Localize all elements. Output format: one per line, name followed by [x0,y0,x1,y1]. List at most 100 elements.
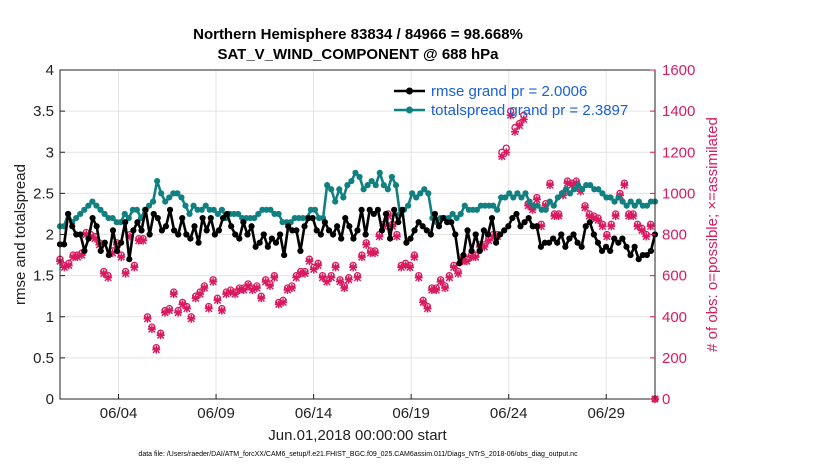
rmse-point [203,227,210,234]
spread-point [506,190,513,197]
rmse-point [484,231,492,238]
x-tick-label: 06/14 [295,405,333,422]
spread-point [352,169,359,176]
obs-assimilated-point [213,296,222,305]
rmse-point [533,223,540,230]
x-tick-label: 06/24 [490,405,528,422]
rmse-point [179,214,186,222]
rmse-point [232,231,239,238]
rmse-point [211,231,218,238]
rmse-point [415,219,422,226]
rmse-point [525,214,532,222]
obs-assimilated-point [261,277,270,286]
rmse-point [118,239,125,246]
y-tick-label: 3 [46,144,54,161]
spread-point [178,194,185,201]
obs-assimilated-point [266,281,274,290]
obs-assimilated-point [161,308,169,317]
rmse-point [395,219,402,226]
y2-tick-label: 600 [662,268,687,285]
y-tick-label: 2 [46,227,54,244]
rmse-point [138,227,145,234]
obs-assimilated-point [371,249,379,258]
spread-point [73,214,80,222]
rmse-point [492,239,500,246]
obs-assimilated-point [217,306,226,315]
obs-assimilated-point [231,290,239,299]
spread-point [218,206,226,213]
spread-point [344,182,351,189]
spread-point [542,206,549,213]
spread-point [595,186,602,193]
chart-subtitle: SAT_V_WIND_COMPONENT @ 688 hPa [217,46,499,63]
rmse-point [594,239,602,246]
obs-assimilated-point [602,232,611,241]
spread-point [109,214,116,222]
spread-point [145,202,153,209]
rmse-point [126,256,133,263]
obs-assimilated-point [414,273,423,282]
obs-assimilated-point [248,286,257,295]
rmse-point [362,231,369,238]
obs-assimilated-point [200,283,209,292]
spread-point [574,182,582,189]
obs-assimilated-point [318,273,327,282]
spread-point [570,186,578,193]
rmse-point [166,206,174,213]
obs-assimilated-point [279,298,288,307]
spread-point [89,198,96,205]
obs-assimilated-point [64,261,73,270]
spread-point [311,206,319,213]
obs-assimilated-point [642,232,651,241]
y2-tick-label: 1200 [662,144,695,161]
obs-assimilated-point [541,201,550,210]
spread-point [587,182,594,189]
rmse-point [60,241,68,248]
rmse-point [513,210,520,218]
obs-assimilated-point [187,314,196,323]
spread-point [380,182,387,189]
rmse-point [142,206,149,213]
spread-point [251,214,258,222]
spread-point [562,186,570,193]
obs-assimilated-point [589,214,598,223]
obs-assimilated-point [629,211,638,220]
rmse-point [366,206,373,213]
obs-assimilated-point [169,290,178,299]
spread-point [133,206,141,213]
legend-rmse-label: rmse grand pr = 2.0006 [431,83,587,100]
rmse-point [199,214,206,222]
rmse-point [411,227,418,234]
rmse-point [276,231,284,238]
rmse-point [134,219,141,226]
spread-point [611,198,618,205]
obs-assimilated-point [581,203,589,212]
rmse-point [350,235,357,242]
rmse-point [109,227,117,234]
rmse-point [439,214,447,222]
spread-point [554,194,561,201]
rmse-point [89,214,96,222]
spread-point [328,186,335,193]
rmse-point [370,210,377,218]
obs-assimilated-point [292,273,301,282]
y-axis-label: rmse and totalspread [12,164,29,305]
spread-point [526,198,533,205]
obs-assimilated-point [489,232,498,241]
rmse-point [97,247,104,255]
rmse-point [154,214,161,222]
rmse-point [643,251,650,259]
obs-assimilated-point [309,265,318,274]
rmse-point [346,223,353,230]
obs-assimilated-point [366,249,375,258]
spread-point [210,206,217,213]
obs-assimilated-point [104,273,113,282]
spread-point [364,182,371,189]
rmse-point [223,210,231,218]
x-tick-label: 06/19 [392,405,430,422]
spread-point [182,202,189,209]
obs-assimilated-point [646,222,655,231]
y-tick-label: 3.5 [33,103,54,120]
spread-point [121,210,128,218]
spread-point [417,190,424,197]
